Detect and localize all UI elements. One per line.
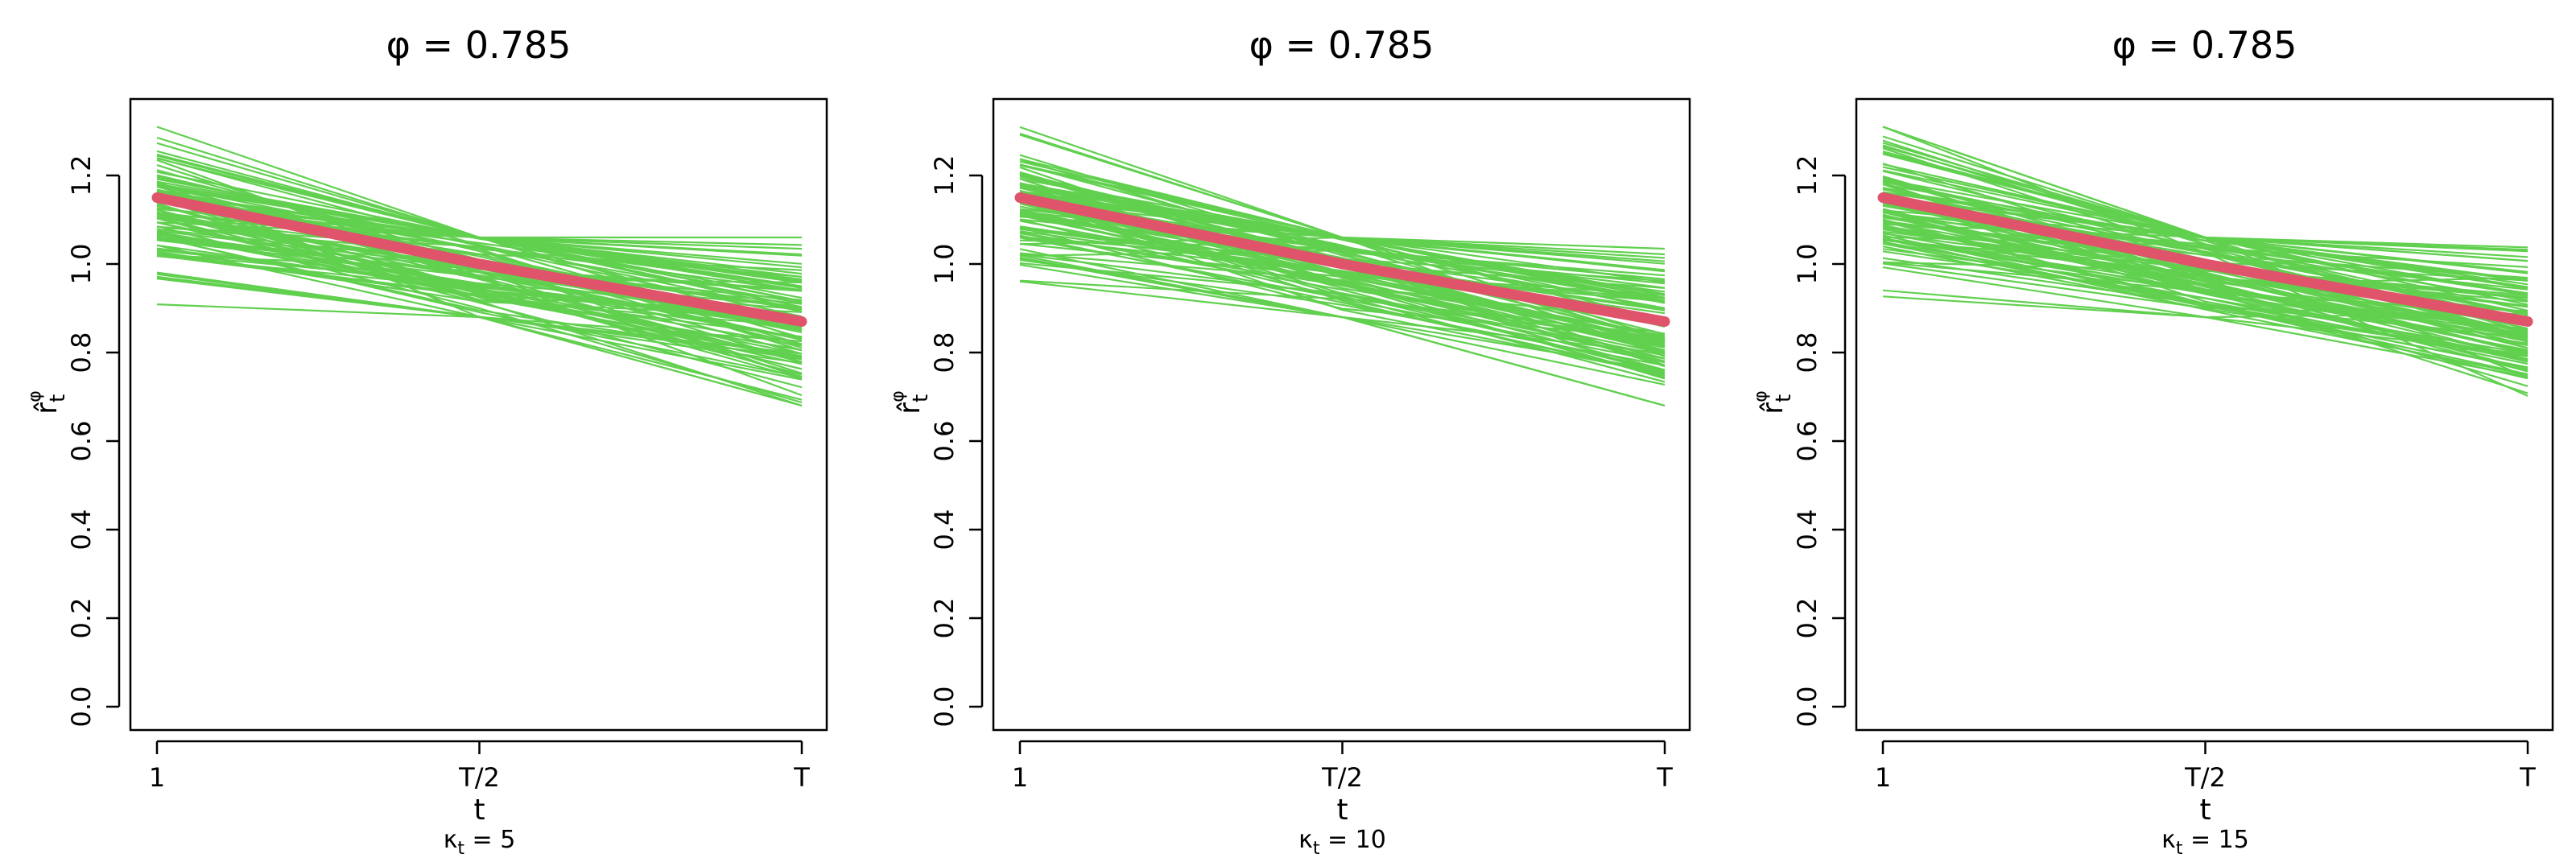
replicate-line — [156, 211, 803, 380]
y-tick-label: 0.6 — [1792, 421, 1823, 462]
replicate-line — [1882, 188, 2529, 283]
chart-title: φ = 0.785 — [386, 23, 572, 67]
svg-text:r̂tφ: r̂tφ — [888, 390, 933, 415]
replicate-line — [1019, 187, 1666, 322]
replicate-line — [1882, 201, 2529, 361]
replicate-line — [1019, 232, 1666, 355]
x-tick-label: T — [2519, 762, 2536, 793]
y-tick-label: 0.4 — [66, 509, 97, 551]
panel-caption: κt = 15 — [2161, 826, 2249, 858]
replicate-line — [1882, 211, 2529, 363]
replicate-line — [1882, 295, 2529, 377]
y-tick-label: 1.0 — [1792, 244, 1823, 285]
y-tick-label: 0.4 — [1792, 509, 1823, 551]
replicate-line — [1882, 192, 2529, 274]
replicate-line — [1019, 252, 1666, 352]
replicate-line — [1019, 154, 1666, 366]
plot-area — [1014, 126, 1670, 407]
chart-title: φ = 0.785 — [2112, 23, 2297, 67]
y-tick-label: 0.6 — [929, 421, 960, 462]
x-tick-label: T/2 — [1321, 762, 1363, 793]
y-axis-label: r̂tφ — [888, 390, 933, 415]
y-axis-label: r̂tφ — [25, 390, 70, 415]
y-tick-label: 1.2 — [1792, 155, 1823, 196]
x-axis-label: t — [473, 794, 485, 827]
replicate-line — [156, 157, 803, 313]
y-tick-label: 0.6 — [66, 421, 97, 462]
y-tick-label: 1.2 — [929, 155, 960, 196]
y-tick-label: 0.0 — [929, 687, 960, 728]
replicate-line — [156, 303, 803, 343]
truth-line — [1877, 192, 2533, 327]
y-axis-label: r̂tφ — [1751, 390, 1796, 415]
y-tick-label: 1.2 — [66, 155, 97, 196]
y-tick-label: 0.2 — [929, 598, 960, 639]
plot-frame — [129, 97, 828, 732]
x-tick-label: 1 — [149, 762, 165, 793]
y-tick-label: 0.4 — [929, 509, 960, 551]
replicate-line — [1019, 254, 1666, 407]
y-tick-label: 0.0 — [1792, 687, 1823, 728]
replicate-line — [1882, 196, 2529, 351]
y-tick-label: 0.8 — [1792, 332, 1823, 373]
replicate-line — [1019, 239, 1666, 289]
y-tick-label: 0.0 — [66, 687, 97, 728]
x-tick-label: T/2 — [458, 762, 500, 793]
x-tick-label: T — [1656, 762, 1673, 793]
plot-area — [1877, 126, 2533, 397]
chart-title: φ = 0.785 — [1249, 23, 1435, 67]
svg-text:r̂tφ: r̂tφ — [25, 390, 70, 415]
replicate-line — [156, 225, 803, 404]
y-tick-label: 0.8 — [929, 332, 960, 373]
x-tick-label: 1 — [1875, 762, 1891, 793]
replicate-line — [1019, 242, 1666, 342]
replicate-line — [156, 247, 803, 324]
x-axis-label: t — [2199, 794, 2211, 827]
truth-line — [1014, 192, 1670, 327]
y-tick-label: 1.0 — [929, 244, 960, 285]
plot-area — [151, 126, 807, 407]
replicate-line — [1019, 237, 1666, 336]
x-tick-label: 1 — [1012, 762, 1028, 793]
y-tick-label: 1.0 — [66, 244, 97, 285]
plot-frame — [992, 97, 1691, 732]
replicate-line — [156, 188, 803, 352]
plot-frame — [1855, 97, 2554, 732]
replicate-line — [1019, 202, 1666, 380]
x-axis-label: t — [1336, 794, 1348, 827]
panel-caption: κt = 10 — [1298, 826, 1386, 858]
panel-caption: κt = 5 — [444, 826, 516, 858]
replicate-line — [156, 181, 803, 374]
truth-line — [151, 192, 807, 327]
replicate-line — [1019, 211, 1666, 296]
replicate-line — [1882, 144, 2529, 316]
y-tick-label: 0.2 — [1792, 598, 1823, 639]
replicate-line — [1882, 126, 2529, 397]
y-tick-label: 0.2 — [66, 598, 97, 639]
y-tick-label: 0.8 — [66, 332, 97, 373]
x-tick-label: T/2 — [2184, 762, 2226, 793]
replicate-line — [1882, 237, 2529, 357]
replicate-line — [1019, 258, 1666, 367]
replicate-line — [156, 253, 803, 338]
svg-text:r̂tφ: r̂tφ — [1751, 390, 1796, 415]
replicate-line — [1882, 242, 2529, 361]
x-tick-label: T — [793, 762, 810, 793]
